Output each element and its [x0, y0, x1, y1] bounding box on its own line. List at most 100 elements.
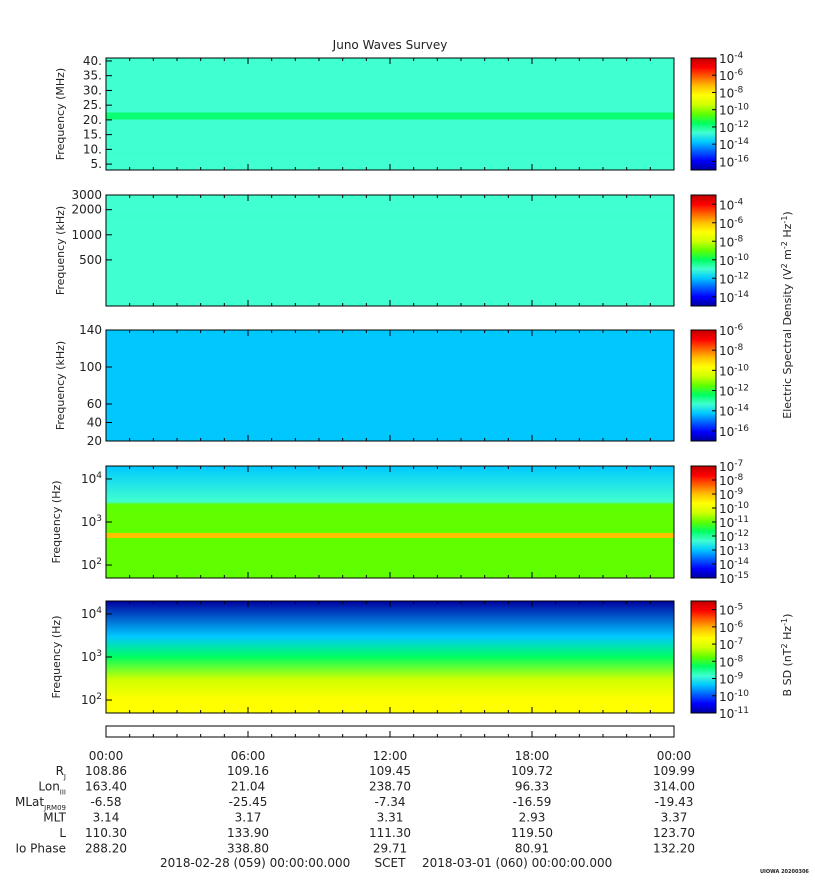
ephemeris-value: 3.17 [235, 811, 262, 825]
y-tick-label: 20. [83, 113, 102, 127]
colorbar-tick-label: 10-9 [719, 672, 744, 687]
colorbar-tick-label: 10-10 [719, 103, 749, 118]
colorbar-tick-label: 10-10 [719, 363, 749, 378]
emission-band [106, 212, 674, 220]
colorbar-tick-label: 10-14 [719, 137, 749, 152]
colorbar-tick-label: 10-12 [719, 120, 749, 135]
ephemeris-row-label: MLT [43, 811, 66, 825]
time-label: 00:00 [657, 749, 692, 763]
colorbar-tick-label: 10-6 [719, 216, 744, 231]
colorbar-tick-label: 10-16 [719, 424, 749, 439]
ephemeris-value: 132.20 [653, 842, 695, 856]
ephemeris-value: -7.34 [374, 795, 405, 809]
y-tick-label: 103 [81, 649, 102, 664]
panel-1: 40.35.30.25.20.15.10.5. Frequency (MHz) 10… [54, 51, 749, 171]
colorbar-tick-label: 10-6 [719, 323, 744, 338]
colorbar-scale [690, 600, 717, 714]
ephemeris-value: 119.50 [511, 826, 553, 840]
y-axis-label: Frequency (kHz) [54, 206, 67, 295]
y-tick-label: 10. [83, 142, 102, 156]
ephemeris-value: 3.14 [93, 811, 120, 825]
ephemeris-value: 109.16 [227, 764, 269, 778]
colorbar-tick-label: 10-10 [719, 501, 749, 516]
spectrogram-area [106, 466, 674, 578]
colorbar-tick-label: 10-8 [719, 85, 744, 100]
y-tick-label: 104 [81, 471, 102, 486]
y-tick-label: 102 [81, 557, 102, 572]
colorbar: 10-6 10-8 10-10 10-12 10-14 10-16 [690, 323, 749, 442]
y-tick-label: 60 [87, 397, 102, 411]
y-tick-label: 15. [83, 128, 102, 142]
footer-stamp: UIOWA 20200306 [760, 869, 809, 875]
ephemeris-value: 238.70 [369, 780, 411, 794]
y-tick-label: 500 [79, 253, 102, 267]
spectrogram-area [106, 601, 674, 713]
ephemeris-row-label: MLatJRM09 [15, 795, 66, 812]
y-tick-label: 2000 [71, 203, 102, 217]
ephemeris-value: 108.86 [85, 764, 127, 778]
y-tick-label: 30. [83, 83, 102, 97]
footer-end-time: 2018-03-01 (060) 00:00:00.000 [422, 856, 612, 870]
time-label: 06:00 [231, 749, 266, 763]
colorbar-tick-label: 10-6 [719, 620, 744, 635]
colorbar-tick-label: 10-11 [719, 515, 749, 530]
ephemeris-row-label: Io Phase [15, 842, 66, 856]
y-tick-label: 20 [87, 434, 102, 448]
y-axis-label: Frequency (kHz) [54, 341, 67, 430]
ephemeris-value: 80.91 [515, 842, 549, 856]
colorbar-tick-label: 10-10 [719, 253, 749, 268]
emission-band [106, 532, 674, 538]
ephemeris-value: 3.37 [661, 811, 688, 825]
colorbar-tick-label: 10-10 [719, 689, 749, 704]
emission-band [106, 150, 674, 158]
colorbar-tick-label: 10-8 [719, 234, 744, 249]
panel-4: 104 103 102 Frequency (Hz) 10-710-810-910-10… [50, 459, 749, 586]
footer-scet-label: SCET [375, 856, 407, 870]
y-tick-label: 3000 [71, 188, 102, 202]
y-tick-label: 103 [81, 514, 102, 529]
ephemeris-value: 133.90 [227, 826, 269, 840]
time-label: 12:00 [373, 749, 408, 763]
colorbar: 10-5 10-6 10-7 10-8 10-9 10-10 10-11 [690, 600, 749, 721]
colorbar-tick-label: 10-4 [719, 197, 744, 212]
ephemeris-table: RJ 108.86 109.16 109.45 109.72 109.99 LonIII 16… [15, 764, 695, 856]
colorbar-scale [690, 465, 717, 579]
y-tick-label: 40. [83, 54, 102, 68]
colorbar-tick-label: 10-8 [719, 473, 744, 488]
colorbar-tick-label: 10-6 [719, 68, 744, 83]
colorbar-tick-label: 10-5 [719, 603, 743, 618]
ephemeris-value: -16.59 [513, 795, 552, 809]
ephemeris-value: 109.99 [653, 764, 695, 778]
ephemeris-value: 338.80 [227, 842, 269, 856]
colorbar-tick-label: 10-8 [719, 343, 744, 358]
footer-start-time: 2018-02-28 (059) 00:00:00.000 [160, 856, 350, 870]
ephemeris-value: -6.58 [90, 795, 121, 809]
time-axis: 00:00 06:00 12:00 18:00 00:00 [89, 725, 692, 763]
ephemeris-value: 3.31 [377, 811, 404, 825]
emission-band [106, 112, 674, 120]
colorbar-scale [690, 194, 717, 307]
ephemeris-value: 288.20 [85, 842, 127, 856]
ephemeris-value: 96.33 [515, 780, 549, 794]
y-tick-label: 140 [79, 323, 102, 337]
spectrogram-area [106, 330, 674, 441]
time-label: 00:00 [89, 749, 124, 763]
ephemeris-value: 314.00 [653, 780, 695, 794]
y-axis-label: Frequency (Hz) [50, 616, 63, 699]
spectrogram-area [106, 195, 674, 306]
ephemeris-value: 109.45 [369, 764, 411, 778]
ephemeris-value: 2.93 [519, 811, 546, 825]
colorbar: 10-4 10-6 10-8 10-10 10-12 10-14 [690, 194, 749, 307]
colorbar-tick-label: 10-14 [719, 557, 749, 572]
y-tick-label: 104 [81, 606, 102, 621]
colorbar-tick-label: 10-4 [719, 51, 744, 66]
y-axis-label: Frequency (Hz) [50, 481, 63, 564]
panel-3: 140 100 60 40 20 Frequency (kHz) 10-6 10-8 10-10… [54, 323, 749, 448]
y-axis-label: Frequency (MHz) [54, 68, 67, 160]
ephemeris-value: 123.70 [653, 826, 695, 840]
colorbar-tick-label: 10-12 [719, 271, 749, 286]
colorbar: 10-710-810-910-1010-1110-1210-1310-1410-… [690, 459, 749, 586]
ephemeris-value: 21.04 [231, 780, 265, 794]
colorbar-tick-label: 10-14 [719, 290, 749, 305]
